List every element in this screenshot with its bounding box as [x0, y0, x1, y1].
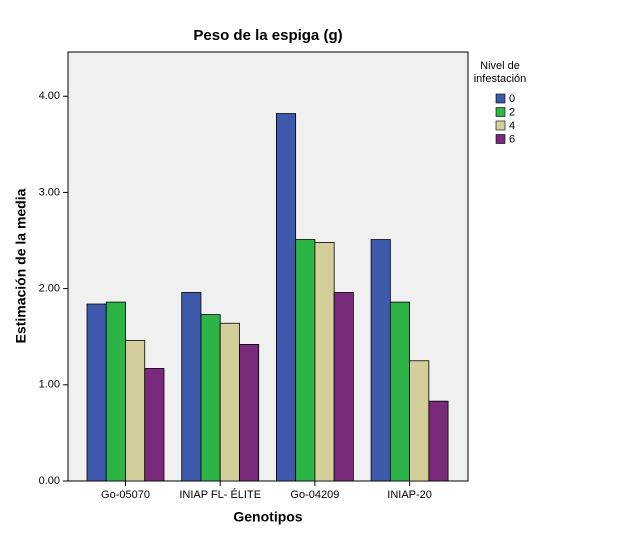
- bar: [181, 292, 202, 482]
- legend-swatch: [495, 107, 506, 117]
- legend-title: infestación: [474, 73, 527, 85]
- x-tick-label: INIAP FL- ÉLITE: [179, 488, 261, 501]
- bar: [409, 360, 430, 482]
- bar: [428, 400, 449, 482]
- bar: [86, 303, 107, 482]
- bar: [314, 242, 335, 482]
- legend-swatch: [495, 134, 506, 144]
- legend-swatch: [495, 120, 506, 131]
- x-tick-label: Go-05070: [101, 489, 150, 501]
- bar: [105, 301, 126, 482]
- y-tick-label: 2.00: [39, 283, 60, 295]
- bar: [219, 322, 240, 482]
- legend-label: 6: [509, 133, 515, 145]
- bar: [275, 113, 297, 482]
- bar: [200, 314, 221, 482]
- y-tick-label: 1.00: [39, 379, 60, 391]
- chart-title: Peso de la espiga (g): [193, 27, 342, 44]
- x-tick-label: INIAP-20: [387, 489, 432, 501]
- y-tick-label: 0.00: [39, 475, 60, 487]
- bar: [239, 344, 260, 482]
- bar: [144, 368, 165, 482]
- bar: [370, 239, 391, 482]
- x-tick-label: Go-04209: [290, 489, 339, 501]
- y-axis-title: Estimación de la media: [13, 188, 29, 343]
- legend-label: 4: [509, 120, 515, 132]
- legend-swatch: [495, 93, 506, 104]
- bar: [389, 301, 411, 482]
- bar: [125, 340, 146, 482]
- y-tick-label: 3.00: [39, 186, 60, 198]
- x-axis-title: Genotipos: [233, 509, 302, 525]
- y-tick-label: 4.00: [39, 90, 60, 102]
- legend-label: 0: [509, 93, 515, 105]
- bar: [333, 292, 354, 482]
- bar: [295, 239, 316, 482]
- legend-title: Nivel de: [480, 60, 520, 72]
- legend-label: 2: [509, 106, 515, 118]
